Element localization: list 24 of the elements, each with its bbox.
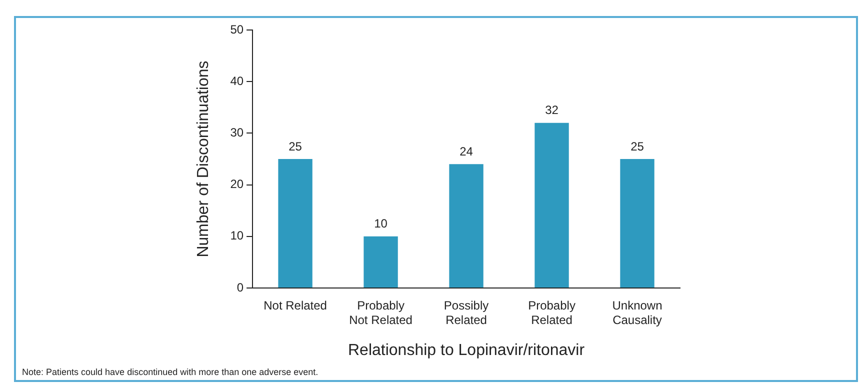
data-label: 25 (288, 139, 302, 154)
x-tick-label: Unknown Causality (612, 298, 662, 327)
x-tick-label: Not Related (264, 298, 327, 313)
data-label: 25 (630, 139, 644, 154)
data-label: 24 (460, 144, 474, 158)
x-tick-label: Probably Not Related (349, 298, 412, 327)
bar (620, 159, 654, 288)
bar (449, 164, 484, 288)
bar (364, 236, 398, 288)
y-tick-label: 10 (230, 228, 244, 243)
y-tick-label: 30 (230, 126, 244, 140)
bar (278, 159, 312, 288)
text: Note: Patients could have discontinued with more than one adverse event. (22, 367, 318, 377)
y-tick-label: 0 (236, 280, 244, 294)
x-tick-label: Possibly Related (444, 298, 489, 327)
y-tick-label: 40 (230, 74, 244, 88)
y-tick-label: 50 (230, 22, 244, 36)
y-tick-label: 20 (230, 177, 244, 192)
bar (534, 122, 569, 288)
data-label: 10 (374, 216, 388, 231)
x-axis-title: Relationship to Lopinavir/ritonavir (348, 342, 586, 359)
data-label: 32 (545, 103, 559, 118)
x-tick-label: Probably Related (528, 298, 576, 327)
y-axis-title: Number of Discontinuations (195, 60, 212, 258)
